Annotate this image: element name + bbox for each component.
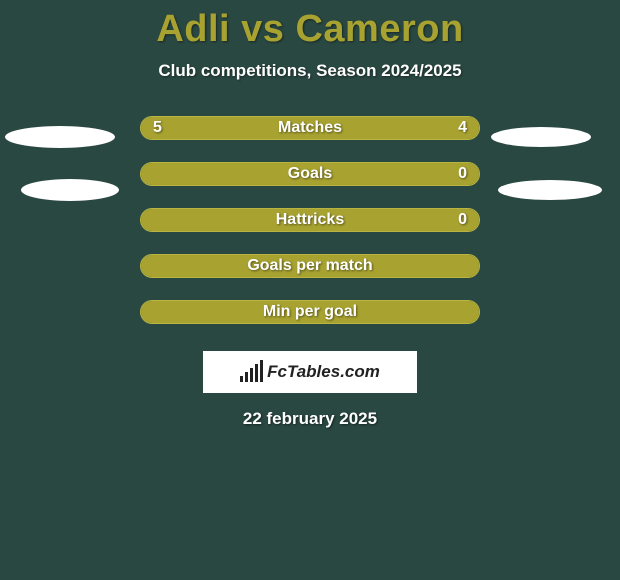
stat-label: Min per goal bbox=[263, 303, 357, 321]
subtitle: Club competitions, Season 2024/2025 bbox=[158, 61, 461, 81]
comparison-card: Adli vs Cameron Club competitions, Seaso… bbox=[0, 0, 620, 429]
stat-left-value: 5 bbox=[153, 119, 162, 137]
logo-text: FcTables.com bbox=[267, 362, 380, 382]
stat-right-value: 4 bbox=[458, 119, 467, 137]
logo-bars-icon bbox=[240, 362, 263, 382]
decorative-ellipse bbox=[491, 127, 591, 147]
stat-right-value: 0 bbox=[458, 165, 467, 183]
stat-row: Min per goal bbox=[0, 289, 620, 335]
stat-label: Goals per match bbox=[247, 257, 372, 275]
decorative-ellipse bbox=[21, 179, 119, 201]
stat-bar: 5 Matches 4 bbox=[140, 116, 480, 140]
stat-label: Matches bbox=[278, 119, 342, 137]
stat-bar: Goals per match bbox=[140, 254, 480, 278]
stat-label: Goals bbox=[288, 165, 332, 183]
decorative-ellipse bbox=[5, 126, 115, 148]
date-label: 22 february 2025 bbox=[243, 409, 377, 429]
stat-row: Hattricks 0 bbox=[0, 197, 620, 243]
stat-bar: Hattricks 0 bbox=[140, 208, 480, 232]
stat-label: Hattricks bbox=[276, 211, 344, 229]
logo-box: FcTables.com bbox=[203, 351, 417, 393]
page-title: Adli vs Cameron bbox=[156, 8, 463, 51]
stat-bar: Goals 0 bbox=[140, 162, 480, 186]
stat-row: Goals per match bbox=[0, 243, 620, 289]
stat-bar: Min per goal bbox=[140, 300, 480, 324]
stat-right-value: 0 bbox=[458, 211, 467, 229]
decorative-ellipse bbox=[498, 180, 602, 200]
